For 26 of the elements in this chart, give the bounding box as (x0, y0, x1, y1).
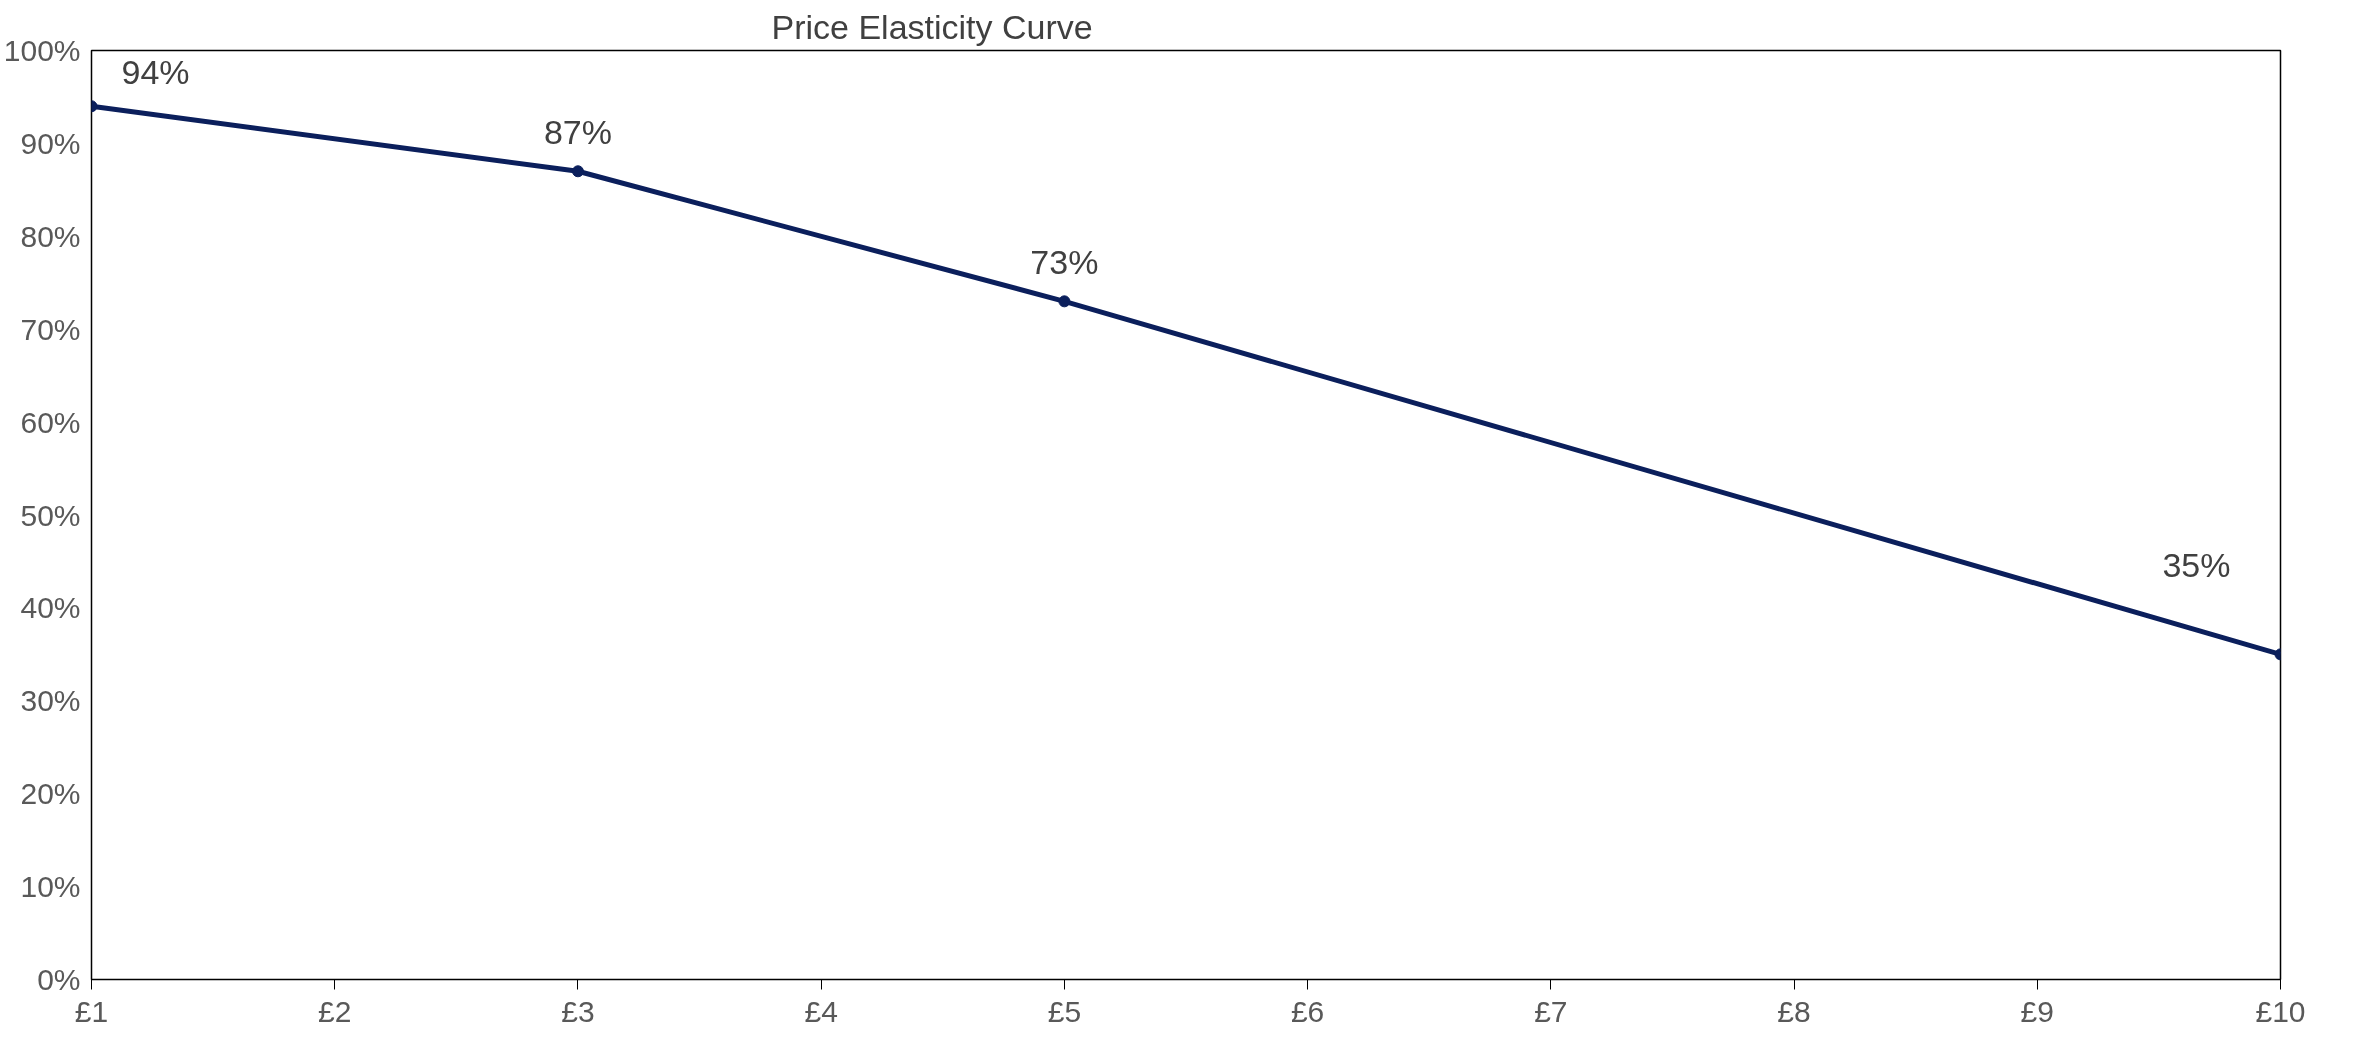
x-tick-label: £1 (74, 994, 109, 1028)
x-tick-label: £7 (1534, 994, 1568, 1028)
y-tick-label: 20% (20, 777, 81, 811)
x-tick-label: £6 (1290, 994, 1325, 1028)
x-tick-label: £4 (804, 994, 838, 1028)
chart-title: Price Elasticity Curve (771, 7, 1093, 46)
y-tick-label: 10% (20, 870, 81, 904)
data-label: 94% (121, 53, 190, 92)
data-label: 73% (1030, 243, 1099, 282)
x-tick-label: £9 (2020, 994, 2054, 1028)
y-tick-label: 70% (20, 312, 81, 346)
x-tick-label: £10 (2255, 994, 2306, 1028)
data-label: 35% (2162, 546, 2231, 585)
y-tick-label: 30% (20, 684, 81, 718)
x-tick-label: £8 (1777, 994, 1811, 1028)
y-tick-label: 80% (20, 219, 81, 253)
y-tick-label: 100% (3, 34, 81, 67)
x-tick-label: £5 (1047, 994, 1082, 1028)
y-tick-label: 60% (20, 405, 81, 439)
x-tick-label: £2 (318, 994, 352, 1028)
x-tick-label: £3 (561, 994, 595, 1028)
y-tick-label: 40% (20, 591, 81, 625)
data-label: 87% (543, 113, 612, 152)
y-tick-label: 90% (20, 126, 81, 160)
y-tick-label: 50% (20, 498, 81, 532)
y-tick-label: 0% (37, 963, 81, 996)
